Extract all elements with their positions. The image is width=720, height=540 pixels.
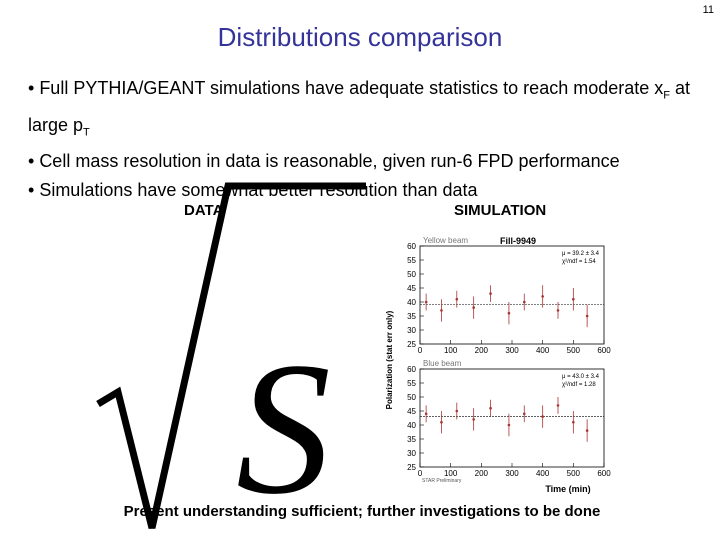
slide-number: 11 <box>702 4 714 16</box>
subscript: T <box>83 126 90 139</box>
fit-stats: χ²/ndf = 1.28 <box>562 382 596 388</box>
data-point <box>472 418 475 421</box>
fit-stats: μ = 39.2 ± 3.4 <box>562 251 600 257</box>
panel-name: Blue beam <box>423 359 462 368</box>
data-point <box>455 297 459 301</box>
panel-name: Yellow beam <box>423 236 468 245</box>
slide-title: Distributions comparison <box>217 22 503 52</box>
y-tick-label: 30 <box>407 326 416 335</box>
data-point <box>489 406 492 410</box>
y-tick-label: 60 <box>407 242 416 251</box>
y-tick-label: 35 <box>407 312 416 321</box>
subscript: F <box>663 89 670 102</box>
data-point <box>472 306 475 309</box>
x-tick-label: 400 <box>536 346 550 355</box>
simulation-label: SIMULATION <box>454 202 547 219</box>
footer: Present understanding sufficient; furthe… <box>123 503 601 520</box>
x-tick-label: 500 <box>567 469 581 478</box>
data-point <box>440 420 443 424</box>
bullet-text: at large p <box>28 78 691 135</box>
data-point <box>556 309 560 312</box>
data-point <box>541 415 544 418</box>
bullet-text: Cell mass resolution in data is reasonab… <box>39 151 620 172</box>
fit-stats: μ = 43.0 ± 3.4 <box>562 374 600 380</box>
y-tick-label: 45 <box>407 407 416 416</box>
data-point <box>572 420 575 424</box>
data-point <box>556 404 560 407</box>
data-point <box>541 295 544 298</box>
y-tick-label: 35 <box>407 435 416 444</box>
x-tick-label: 300 <box>505 346 519 355</box>
data-point <box>572 297 575 301</box>
y-tick-label: 55 <box>407 379 416 388</box>
y-tick-label: 50 <box>407 393 416 402</box>
y-tick-label: 30 <box>407 449 416 458</box>
credit: STAR Preliminary <box>422 478 462 484</box>
x-tick-label: 100 <box>444 469 458 478</box>
data-point <box>507 311 511 315</box>
y-tick-label: 60 <box>407 365 416 374</box>
x-tick-label: 200 <box>475 346 489 355</box>
x-tick-label: 600 <box>597 346 611 355</box>
x-tick-label: 400 <box>536 469 550 478</box>
x-tick-label: 200 <box>475 469 489 478</box>
y-tick-label: 45 <box>407 284 416 293</box>
data-point <box>424 300 428 304</box>
x-tick-label: 0 <box>418 469 423 478</box>
data-point <box>455 409 459 413</box>
fit-stats: χ²/ndf = 1.54 <box>562 259 596 265</box>
y-tick-label: 40 <box>407 298 416 307</box>
data-point <box>489 292 492 295</box>
x-tick-label: 300 <box>505 469 519 478</box>
figure-background <box>380 236 612 498</box>
x-tick-label: 0 <box>418 346 423 355</box>
y-tick-label: 25 <box>407 463 416 472</box>
bullet: Full PYTHIA/GEANT simulations have adequ… <box>28 74 698 147</box>
x-tick-label: 100 <box>444 346 458 355</box>
y-axis-label: Polarization (stat err only) <box>385 310 394 409</box>
y-tick-label: 55 <box>407 256 416 265</box>
y-tick-label: 25 <box>407 340 416 349</box>
figure-title: Fill-9949 <box>500 236 536 246</box>
data-point <box>522 300 526 304</box>
data-point <box>424 412 428 416</box>
bullet-text: Full PYTHIA/GEANT simulations have adequ… <box>39 78 664 98</box>
bullet: Cell mass resolution in data is reasonab… <box>28 147 698 176</box>
y-tick-label: 50 <box>407 270 416 279</box>
x-tick-label: 500 <box>567 346 581 355</box>
data-point <box>440 309 443 312</box>
x-tick-label: 600 <box>597 469 611 478</box>
data-point <box>507 423 511 427</box>
data-point <box>522 412 526 416</box>
data-point <box>585 429 589 432</box>
x-axis-label: Time (min) <box>545 484 590 494</box>
data-point <box>585 314 589 318</box>
y-tick-label: 40 <box>407 421 416 430</box>
